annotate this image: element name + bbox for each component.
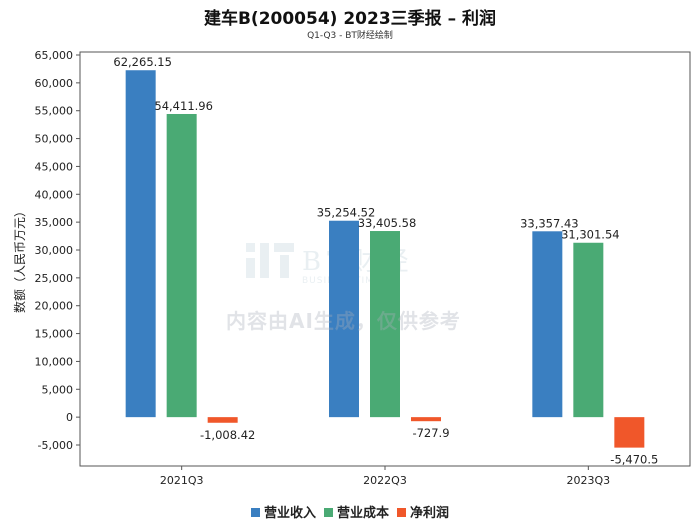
y-tick-label: 40,000 bbox=[35, 188, 74, 201]
chart-subtitle: Q1-Q3 - BT财经绘制 bbox=[307, 31, 393, 41]
legend-label: 营业成本 bbox=[336, 506, 389, 521]
legend-label: 营业收入 bbox=[263, 506, 316, 521]
y-tick-label: 10,000 bbox=[35, 355, 74, 368]
x-tick-label: 2022Q3 bbox=[363, 474, 407, 487]
data-label: 62,265.15 bbox=[113, 55, 172, 69]
x-tick-label: 2023Q3 bbox=[567, 474, 611, 487]
legend-item: 营业成本 bbox=[323, 502, 389, 521]
y-tick-label: 55,000 bbox=[35, 105, 74, 118]
y-tick-label: 20,000 bbox=[35, 300, 74, 313]
bar-营业成本-2021Q3 bbox=[166, 113, 197, 418]
y-axis: -5,000 0 5,000 10,000 15,000 20,000 25,000 30,0… bbox=[12, 49, 691, 467]
bars-group: 62,265.15 54,411.96 -1,008.42 35,254.5233,4… bbox=[113, 55, 658, 466]
y-tick-label: 35,000 bbox=[35, 216, 74, 229]
legend-item: 营业收入 bbox=[250, 502, 316, 521]
y-tick-label: 15,000 bbox=[35, 328, 74, 341]
bar-营业成本-2023Q3 bbox=[573, 242, 604, 418]
data-label: -1,008.42 bbox=[200, 428, 255, 442]
y-tick-label: 60,000 bbox=[35, 77, 74, 90]
y-tick-label: 30,000 bbox=[35, 244, 74, 257]
legend: 营业收入 营业成本 净利润 bbox=[0, 502, 700, 521]
legend-swatch bbox=[250, 508, 260, 517]
data-label: -5,470.5 bbox=[610, 453, 658, 467]
data-label: 54,411.96 bbox=[154, 99, 213, 113]
bar-净利润-2022Q3 bbox=[411, 417, 441, 422]
data-label: 31,301.54 bbox=[561, 228, 620, 242]
x-tick-label: 2021Q3 bbox=[160, 474, 204, 487]
y-tick-label: 5,000 bbox=[42, 383, 74, 396]
legend-swatch bbox=[397, 508, 406, 517]
bar-净利润-2023Q3 bbox=[614, 417, 645, 448]
y-tick-label: 45,000 bbox=[35, 160, 74, 173]
y-tick-label: 50,000 bbox=[35, 133, 74, 146]
data-label: 33,405.58 bbox=[358, 216, 417, 230]
chart-title: 建车B(200054) 2023三季报 – 利润 bbox=[203, 9, 497, 29]
bar-净利润-2021Q3 bbox=[207, 417, 238, 423]
x-axis: 2021Q3 2022Q3 2023Q3 bbox=[160, 466, 610, 487]
y-axis-label: 数额（人民币万元） bbox=[12, 205, 27, 313]
bar-营业收入-2021Q3 bbox=[125, 70, 156, 418]
legend-swatch bbox=[323, 508, 333, 517]
bar-营业收入-2022Q3 bbox=[329, 220, 359, 418]
y-tick-label: -5,000 bbox=[38, 439, 73, 452]
bar-营业收入-2023Q3 bbox=[532, 231, 563, 418]
bar-营业成本-2022Q3 bbox=[370, 231, 400, 418]
data-label: 35,254.52 bbox=[317, 206, 376, 220]
legend-item: 净利润 bbox=[397, 502, 449, 521]
y-tick-label: 25,000 bbox=[35, 272, 74, 285]
data-label: -727.9 bbox=[412, 426, 449, 440]
y-tick-label: 65,000 bbox=[35, 49, 74, 62]
data-label: 33,357.43 bbox=[520, 216, 579, 230]
watermark-text: 内容由AI生成，仅供参考 bbox=[226, 309, 461, 333]
legend-label: 净利润 bbox=[410, 506, 450, 521]
y-tick-label: 0 bbox=[66, 411, 73, 424]
